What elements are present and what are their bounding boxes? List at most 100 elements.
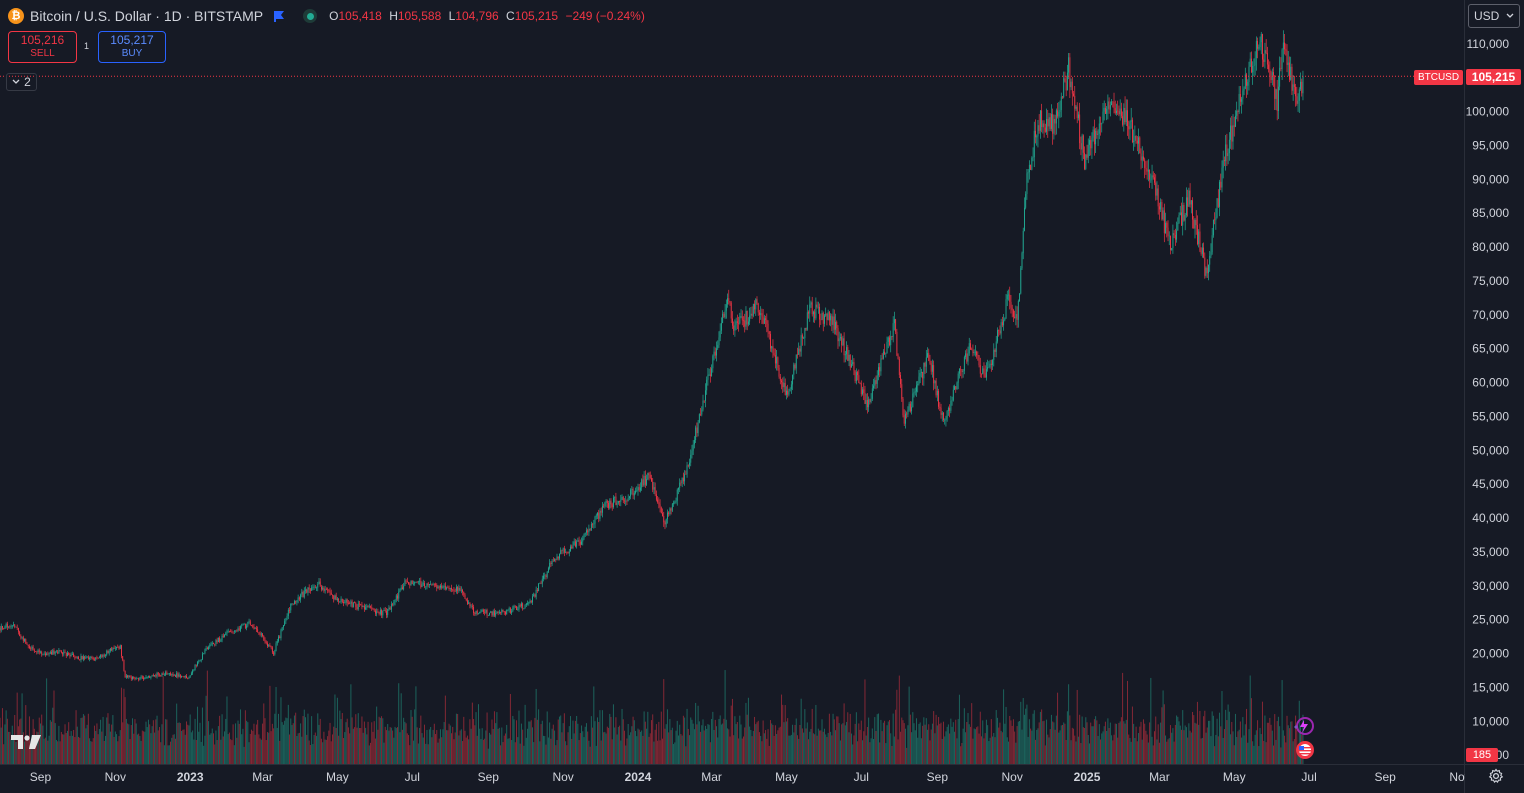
candle: [1005, 293, 1007, 319]
candle: [89, 656, 91, 662]
price-axis[interactable]: 10,00015,00020,00025,00030,00035,00040,0…: [1466, 37, 1510, 762]
volume-bar: [1036, 729, 1038, 764]
economic-calendar-icon[interactable]: [1291, 739, 1317, 761]
candle: [296, 600, 298, 606]
bitcoin-icon: ₿: [8, 8, 24, 24]
tradingview-logo-icon[interactable]: [11, 734, 43, 750]
volume-bar: [612, 704, 614, 764]
candle: [639, 482, 641, 493]
volume-bar: [810, 728, 812, 764]
market-status-icon[interactable]: [303, 9, 318, 23]
volume-bar: [143, 731, 145, 764]
sell-button[interactable]: 105,216 SELL: [8, 31, 77, 63]
volume-bar: [908, 686, 910, 764]
volume-value-label: 185: [1466, 748, 1498, 762]
volume-bar: [309, 745, 311, 764]
candle: [1259, 36, 1261, 51]
candle: [831, 313, 833, 332]
candle: [123, 659, 125, 672]
volume-bar: [210, 733, 212, 764]
ai-assistant-icon[interactable]: [1291, 715, 1317, 737]
candle: [643, 471, 645, 487]
volume-bar: [1277, 716, 1279, 764]
volume-bar: [133, 733, 135, 764]
x-tick-label: 2025: [1074, 770, 1101, 784]
currency-value: USD: [1474, 9, 1500, 23]
candle: [52, 648, 54, 655]
candle: [598, 509, 600, 523]
buy-button[interactable]: 105,217 BUY: [98, 31, 166, 63]
settings-gear-icon[interactable]: [1488, 768, 1504, 784]
volume-bar: [195, 739, 197, 764]
candle: [219, 636, 221, 643]
candle: [636, 486, 638, 493]
candle: [808, 310, 809, 319]
candle: [15, 626, 17, 628]
volume-bar: [654, 729, 656, 764]
volume-bar: [1125, 719, 1127, 764]
candle: [1031, 156, 1033, 171]
candle: [1128, 120, 1130, 139]
volume-bar: [349, 733, 351, 764]
candle: [1266, 46, 1268, 70]
candle: [1166, 221, 1168, 238]
volume-bar: [140, 740, 142, 764]
candle: [513, 604, 515, 610]
volume-bar: [969, 726, 971, 764]
volume-bar: [1075, 741, 1077, 764]
volume-bar: [1293, 739, 1295, 764]
volume-bar: [1065, 739, 1067, 764]
volume-bar: [464, 730, 466, 764]
volume-bar: [848, 732, 850, 764]
candle: [1043, 120, 1045, 138]
candle: [871, 384, 873, 401]
volume-bar: [881, 731, 883, 764]
candle: [221, 633, 223, 643]
candle: [205, 645, 207, 651]
candle: [436, 583, 438, 592]
volume-bar: [47, 740, 49, 764]
volume-bar: [1151, 736, 1153, 764]
volume-bar: [166, 719, 168, 764]
candle: [757, 302, 759, 316]
candle: [1203, 242, 1205, 259]
volume-bar: [718, 719, 720, 764]
volume-bar: [1270, 724, 1272, 764]
candle: [532, 593, 533, 606]
time-axis[interactable]: Sep Nov 2023 Mar May Jul Sep Nov 2024 Mar May Jul Se…: [30, 765, 1524, 793]
indicators-toggle-button[interactable]: 2: [6, 73, 37, 91]
volume-bar: [235, 723, 237, 764]
candle: [674, 500, 676, 505]
volume-bar: [1179, 725, 1181, 764]
candle: [853, 358, 855, 376]
candle: [410, 580, 412, 586]
candle: [1264, 42, 1266, 69]
volume-bar: [285, 717, 287, 764]
volume-bar: [895, 709, 897, 764]
volume-bar: [103, 740, 105, 764]
candle: [897, 353, 899, 360]
candle: [271, 646, 273, 655]
currency-select[interactable]: USD: [1468, 4, 1520, 28]
candle: [484, 609, 486, 616]
volume-bar: [480, 739, 482, 764]
y-tick-label: 35,000: [1472, 545, 1509, 559]
candle: [919, 367, 921, 384]
candle: [124, 670, 126, 678]
flag-icon[interactable]: [273, 10, 285, 22]
volume-bar: [58, 725, 60, 764]
candle: [1044, 123, 1046, 133]
volume-bar: [95, 730, 97, 764]
candle: [717, 340, 719, 351]
volume-bar: [211, 728, 213, 764]
candle: [1125, 99, 1127, 127]
candle: [632, 487, 634, 500]
candle: [354, 601, 356, 604]
volume-bar: [565, 741, 567, 764]
volume-bar: [1276, 721, 1278, 764]
volume-bar: [48, 735, 50, 764]
volume-bar: [611, 739, 613, 764]
candle: [130, 675, 132, 681]
symbol-title[interactable]: Bitcoin / U.S. Dollar · 1D · BITSTAMP: [30, 8, 264, 24]
